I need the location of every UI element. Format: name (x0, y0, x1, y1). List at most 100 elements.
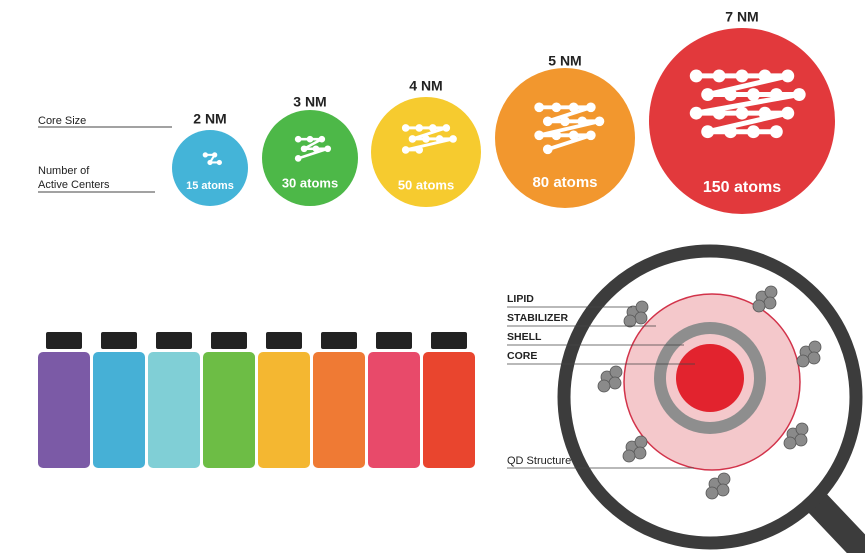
atoms-label: 50 atoms (398, 177, 454, 192)
atom (415, 146, 424, 154)
atom (577, 116, 588, 127)
structure-label: SHELL (507, 331, 542, 343)
lipid (808, 340, 822, 354)
atom (294, 135, 302, 143)
bond (547, 105, 592, 124)
bond (303, 138, 323, 150)
lipid (635, 300, 649, 314)
vial (148, 352, 200, 468)
structure-caption: QD Structure (507, 455, 571, 467)
atom (769, 88, 783, 101)
atom (294, 155, 302, 162)
atom (300, 145, 308, 153)
lipid (622, 449, 636, 463)
atom (586, 130, 596, 141)
lipid (717, 472, 731, 486)
molecule (401, 124, 457, 154)
structure-label: CORE (507, 350, 537, 362)
lipid (608, 376, 622, 390)
atom (781, 69, 795, 83)
atom (792, 88, 806, 101)
atom (701, 125, 715, 139)
lipid (752, 299, 766, 313)
centers-label: Active Centers (38, 179, 110, 191)
vial-cap (376, 332, 412, 349)
atom (735, 106, 749, 120)
molecule (202, 152, 222, 166)
atom (534, 130, 545, 141)
lipid (763, 296, 777, 310)
vial (203, 352, 255, 468)
atom (422, 135, 430, 143)
bond (547, 133, 592, 152)
magnifier (507, 244, 865, 553)
vial-cap (211, 332, 247, 349)
lipid (705, 486, 719, 500)
size-label: 3 NM (293, 94, 326, 110)
vial-cap (46, 332, 82, 349)
lipid (597, 379, 611, 393)
lipid (796, 354, 810, 368)
molecule (294, 135, 332, 162)
atom (701, 88, 715, 101)
size-circle (371, 97, 481, 207)
molecule (534, 102, 605, 155)
atom (568, 130, 579, 141)
lipid (764, 285, 778, 299)
atoms-label: 150 atoms (703, 179, 781, 196)
atom (212, 152, 218, 158)
size-circle (495, 68, 635, 208)
atom (442, 124, 451, 132)
lipid (623, 314, 637, 328)
atom (568, 102, 579, 113)
atom (435, 135, 444, 143)
bond (405, 137, 454, 152)
vial (313, 352, 365, 468)
atom (401, 146, 410, 154)
vial-cap (431, 332, 467, 349)
size-label: 5 NM (548, 53, 581, 69)
atom (724, 125, 737, 139)
vial (368, 352, 420, 468)
atom (758, 106, 772, 120)
atom (735, 69, 749, 83)
lipid (609, 365, 623, 379)
atom (747, 125, 760, 139)
core-size-label: Core Size (38, 115, 86, 127)
lipid (795, 422, 809, 436)
lipid (716, 483, 730, 497)
atom (586, 102, 596, 113)
size-circle (262, 110, 358, 206)
molecule (689, 69, 806, 139)
atoms-label: 30 atoms (282, 175, 338, 190)
atom (202, 152, 208, 158)
vial (93, 352, 145, 468)
atom (207, 159, 213, 166)
size-circle (172, 130, 248, 206)
atom (312, 145, 320, 153)
atom (551, 130, 562, 141)
bond (707, 73, 789, 97)
atoms-label: 80 atoms (532, 174, 597, 191)
lipid (633, 446, 647, 460)
vial (38, 352, 90, 468)
atom (724, 88, 737, 101)
vial (258, 352, 310, 468)
vial-cap (266, 332, 302, 349)
bond (297, 147, 329, 160)
vial-cap (321, 332, 357, 349)
atom (306, 135, 314, 143)
atom (769, 125, 783, 139)
vial-cap (101, 332, 137, 349)
vial (423, 352, 475, 468)
atom (712, 106, 726, 120)
atom (689, 106, 703, 120)
centers-label: Number of (38, 165, 90, 177)
atom (560, 116, 570, 127)
atom (415, 124, 424, 132)
vial-cap (156, 332, 192, 349)
atom (449, 135, 457, 143)
lipid (634, 435, 648, 449)
atom (408, 135, 417, 143)
